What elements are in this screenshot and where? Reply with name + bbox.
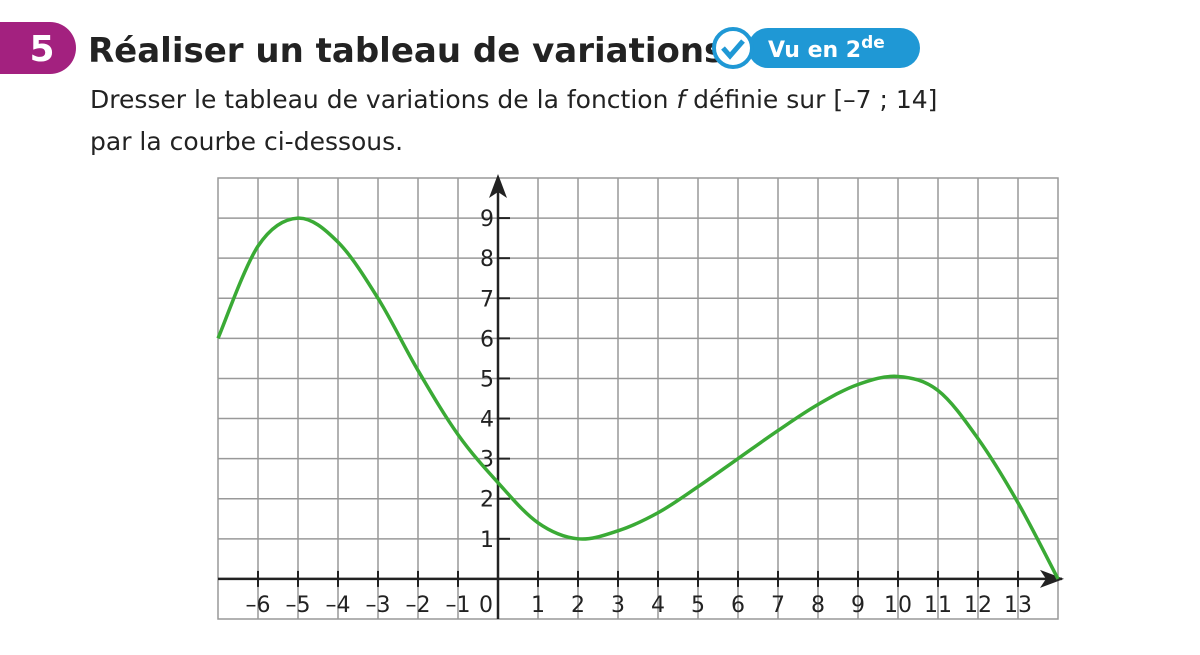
exercise-number: 5 [29, 29, 54, 70]
x-tick-label: 0 [479, 593, 493, 618]
plot-border [217, 177, 1059, 620]
x-tick-label: –5 [286, 593, 311, 618]
x-tick-label: –4 [326, 593, 351, 618]
x-tick-label: –6 [246, 593, 271, 618]
instruction-line: Dresser le tableau de variations de la f… [90, 85, 937, 114]
x-tick-label: 5 [691, 593, 705, 618]
x-tick-label: 13 [1004, 593, 1032, 618]
x-tick-label: 11 [924, 593, 952, 618]
badge-main: Vu en 2 [768, 38, 861, 63]
badge [748, 28, 920, 68]
y-tick-label: 1 [480, 528, 494, 553]
curve [216, 216, 1060, 580]
x-tick-label: 4 [651, 593, 665, 618]
x-tick-label: 6 [731, 593, 745, 618]
x-tick-label: 10 [884, 593, 912, 618]
text: définie sur [–7 ; 14] [685, 85, 937, 114]
x-tick-label: –1 [446, 593, 471, 618]
text: Dresser le tableau de variations de la f… [90, 85, 676, 114]
x-tick-label: –3 [366, 593, 391, 618]
number-badge [0, 22, 76, 74]
badge-text: Vu en 2de [768, 33, 885, 63]
badge-icon [712, 27, 754, 69]
x-tick-label: 1 [531, 593, 545, 618]
x-tick-label: 9 [851, 593, 865, 618]
x-tick-label: 8 [811, 593, 825, 618]
badge-sup: de [861, 33, 885, 53]
y-tick-label: 4 [480, 408, 494, 433]
x-tick-label: 3 [611, 593, 625, 618]
x-tick-label: –2 [406, 593, 431, 618]
instruction-line: par la courbe ci-dessous. [90, 127, 403, 156]
x-tick-label: 2 [571, 593, 585, 618]
check-icon [721, 39, 745, 60]
x-axis-arrow [1040, 569, 1064, 588]
x-tick-label: 7 [771, 593, 785, 618]
x-tick-label: 12 [964, 593, 992, 618]
y-tick-label: 9 [480, 207, 494, 232]
y-tick-label: 7 [480, 287, 494, 312]
y-tick-label: 8 [480, 247, 494, 272]
y-axis-arrow [489, 174, 507, 198]
exercise-title: Réaliser un tableau de variations [88, 31, 724, 71]
y-tick-label: 2 [480, 488, 494, 513]
y-tick-label: 5 [480, 367, 494, 392]
y-tick-label: 6 [480, 327, 494, 352]
